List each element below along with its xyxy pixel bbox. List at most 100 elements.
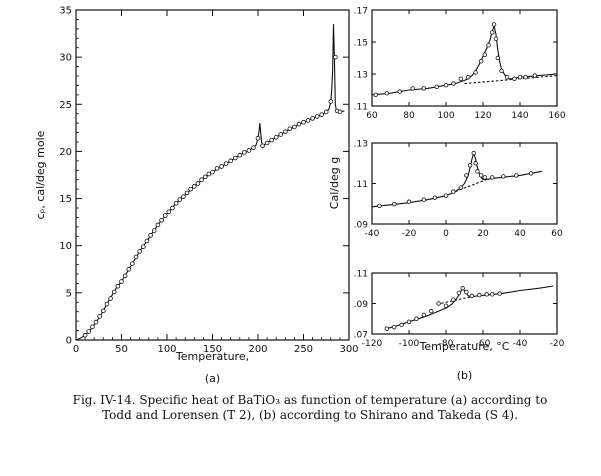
- data-point: [82, 332, 88, 338]
- panel-label: (b): [457, 369, 473, 382]
- data-point: [377, 203, 382, 208]
- data-point: [93, 319, 99, 325]
- data-point: [410, 86, 415, 91]
- series-line: [371, 24, 558, 96]
- data-point: [436, 301, 441, 306]
- y-tick-label: 15: [59, 194, 72, 205]
- data-point: [373, 92, 378, 97]
- data-point: [464, 289, 469, 295]
- data-point: [228, 158, 234, 164]
- x-tick-label: 100: [437, 111, 454, 121]
- x-tick-label: 120: [474, 111, 491, 121]
- data-point: [219, 164, 224, 169]
- plot-frame: [75, 9, 350, 341]
- data-point: [451, 81, 456, 86]
- data-point: [264, 140, 270, 146]
- x-tick-label: 250: [294, 344, 313, 355]
- data-point: [141, 244, 146, 249]
- data-point: [499, 68, 504, 73]
- data-point: [514, 173, 519, 178]
- y-tick-label: .07: [354, 331, 368, 341]
- y-tick-label: 20: [59, 147, 72, 158]
- data-point: [296, 121, 302, 127]
- x-tick-label: 0: [443, 229, 449, 239]
- x-tick-label: 50: [115, 344, 128, 355]
- x-tick-label: -40: [513, 339, 528, 349]
- data-point: [86, 329, 92, 334]
- data-point: [192, 184, 197, 189]
- data-point: [460, 286, 465, 291]
- x-tick-label: 80: [403, 111, 415, 121]
- x-axis-label: Temperature,: [175, 350, 249, 363]
- data-point: [255, 135, 261, 141]
- chart-panel-1: 0 50 100 150 200 250 300 0 5 10 15 20 25 30 35 Temperat…: [34, 6, 359, 386]
- data-point: [512, 76, 517, 81]
- y-tick-label: 30: [59, 53, 72, 64]
- data-point: [133, 254, 139, 260]
- data-point: [473, 70, 478, 75]
- data-point: [469, 293, 475, 299]
- x-tick-label: 40: [514, 229, 526, 239]
- data-point: [251, 145, 256, 150]
- y-tick-label: .13: [354, 71, 368, 81]
- data-point: [399, 322, 404, 328]
- data-point: [484, 292, 489, 297]
- data-point: [101, 308, 106, 314]
- data-point: [443, 193, 449, 198]
- data-point: [278, 132, 284, 137]
- data-point: [301, 119, 306, 125]
- x-tick-label: 60: [551, 229, 563, 239]
- data-point: [451, 189, 456, 194]
- data-point: [392, 324, 397, 330]
- data-point: [443, 82, 449, 88]
- y-tick-label: 0: [66, 336, 72, 347]
- x-tick-label: 160: [548, 111, 565, 121]
- y-tick-label: .13: [354, 140, 368, 150]
- plot-frame: [371, 9, 558, 107]
- data-point: [173, 200, 179, 206]
- data-point: [310, 116, 315, 121]
- y-tick-label: .09: [354, 300, 369, 310]
- y-tick-label: .09: [354, 221, 369, 231]
- y-tick-label: .17: [354, 7, 368, 17]
- data-point: [292, 124, 297, 130]
- data-point: [181, 194, 186, 199]
- x-tick-label: 100: [157, 344, 176, 355]
- x-tick-label: -20: [402, 229, 417, 239]
- data-point: [144, 238, 150, 244]
- figure-caption: Fig. IV-14. Specific heat of BaTiO₃ as f…: [40, 393, 580, 423]
- data-point: [188, 186, 193, 192]
- chart-panel-4: -120 -100 -80 -60 -40 -20 .07 .09 .11 Temperature…: [354, 270, 565, 383]
- data-point: [478, 59, 484, 64]
- data-point: [202, 174, 208, 180]
- data-point: [122, 273, 128, 279]
- data-point: [482, 175, 488, 180]
- data-point: [97, 314, 102, 319]
- data-point: [528, 171, 534, 176]
- data-point: [429, 308, 434, 314]
- data-point: [458, 185, 463, 190]
- data-point: [478, 173, 484, 178]
- x-tick-label: 20: [477, 229, 489, 239]
- x-tick-label: 60: [366, 111, 378, 121]
- data-point: [130, 261, 135, 266]
- baseline-dashed-line: [436, 296, 473, 305]
- x-tick-label: 200: [248, 344, 267, 355]
- data-point: [273, 134, 279, 140]
- data-point: [501, 174, 506, 179]
- data-point: [497, 291, 502, 296]
- data-point: [421, 86, 426, 91]
- data-point: [432, 195, 438, 200]
- data-point: [210, 169, 215, 175]
- y-tick-label: 35: [59, 6, 72, 17]
- data-point: [384, 326, 389, 331]
- data-point: [451, 297, 456, 302]
- y-axis-label: Cal/deg g: [328, 157, 341, 209]
- data-point: [305, 118, 311, 123]
- data-point: [504, 74, 510, 80]
- data-point: [159, 217, 164, 223]
- x-tick-label: -100: [399, 339, 420, 349]
- data-point: [246, 148, 252, 153]
- data-point: [421, 197, 426, 202]
- caption-line-1: Fig. IV-14. Specific heat of BaTiO₃ as f…: [72, 393, 548, 407]
